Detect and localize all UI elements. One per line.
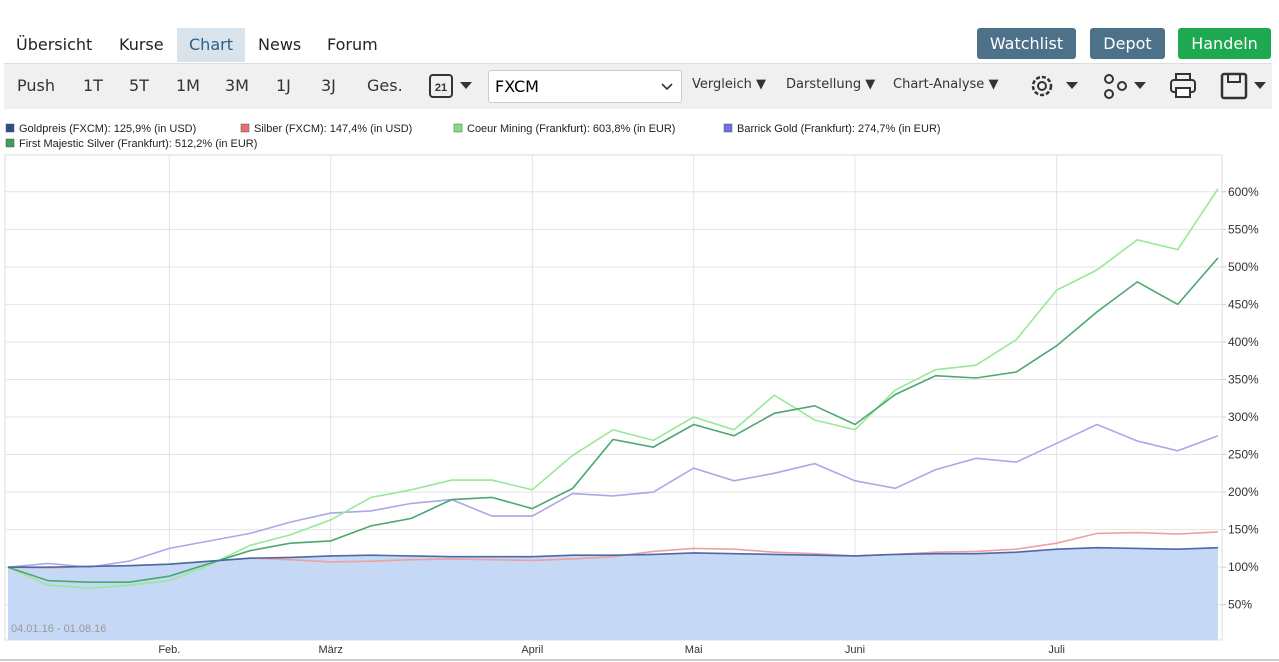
legend-label: Coeur Mining (Frankfurt): 603,8% (in EUR… xyxy=(467,123,675,135)
period[interactable]: Ges. xyxy=(367,76,403,95)
menu-label: Chart-Analyse xyxy=(893,77,985,92)
nav-tab[interactable]: Übersicht xyxy=(16,35,93,54)
y-tick-label: 250% xyxy=(1228,448,1259,462)
dropdown-arrow xyxy=(460,82,472,89)
y-tick-label: 550% xyxy=(1228,222,1259,236)
menu[interactable]: Vergleich ▼ xyxy=(692,77,766,92)
share-button[interactable] xyxy=(1104,74,1146,99)
line xyxy=(7,423,1219,569)
y-tick-label: 100% xyxy=(1228,560,1259,574)
x-tick-label: April xyxy=(521,644,543,656)
date-range: 04.01.16 - 01.08.16 xyxy=(11,623,106,635)
y-tick-label: 50% xyxy=(1228,598,1252,612)
y-tick-label: 150% xyxy=(1228,523,1259,537)
period[interactable]: 1J xyxy=(276,76,291,95)
x-tick-label: März xyxy=(318,644,342,656)
trade-button[interactable]: Handeln xyxy=(1178,28,1271,59)
source-value: FXCM xyxy=(495,77,539,96)
source-select[interactable]: FXCM xyxy=(488,70,682,103)
x-tick-label: Mai xyxy=(685,644,703,656)
period[interactable]: 3J xyxy=(321,76,336,95)
print-button[interactable] xyxy=(1170,73,1196,98)
x-tick-label: Juni xyxy=(845,644,865,656)
legend-label: Barrick Gold (Frankfurt): 274,7% (in EUR… xyxy=(737,123,941,135)
y-tick-label: 600% xyxy=(1228,185,1259,199)
legend-swatch xyxy=(723,123,733,133)
nav-tab[interactable]: Chart xyxy=(177,28,245,62)
period[interactable]: 1T xyxy=(83,76,103,95)
nav-tab[interactable]: Forum xyxy=(327,35,378,54)
y-tick-label: 350% xyxy=(1228,372,1259,386)
settings-button[interactable] xyxy=(1031,75,1078,97)
period[interactable]: 1M xyxy=(176,76,200,95)
y-tick-label: 200% xyxy=(1228,485,1259,499)
calendar-day: 21 xyxy=(435,82,447,94)
menu[interactable]: Darstellung ▼ xyxy=(786,77,876,92)
y-tick-label: 500% xyxy=(1228,260,1259,274)
period[interactable]: Push xyxy=(17,76,55,95)
period[interactable]: 3M xyxy=(225,76,249,95)
watchlist-button[interactable]: Watchlist xyxy=(977,28,1076,59)
menu-label: Darstellung xyxy=(786,77,862,92)
save-button[interactable] xyxy=(1220,72,1266,100)
tool-icons xyxy=(1031,72,1266,100)
menu[interactable]: Chart-Analyse ▼ xyxy=(893,77,999,92)
x-tick-label: Feb. xyxy=(158,644,180,656)
menu-label: Vergleich xyxy=(692,77,752,92)
legend-swatch xyxy=(5,138,15,148)
nav-tab[interactable]: Kurse xyxy=(119,35,164,54)
legend-label: Silber (FXCM): 147,4% (in USD) xyxy=(254,123,412,135)
y-tick-label: 300% xyxy=(1228,410,1259,424)
calendar-button[interactable]: 21 xyxy=(428,72,478,102)
select-arrow xyxy=(661,83,673,91)
area xyxy=(8,547,1218,640)
y-tick-label: 450% xyxy=(1228,297,1259,311)
legend-label: Goldpreis (FXCM): 125,9% (in USD) xyxy=(19,123,196,135)
nav-tab[interactable]: News xyxy=(258,35,302,54)
depot-button[interactable]: Depot xyxy=(1090,28,1165,59)
line xyxy=(7,257,1219,583)
legend-swatch xyxy=(240,123,250,133)
y-tick-label: 400% xyxy=(1228,335,1259,349)
line xyxy=(8,546,1219,568)
period[interactable]: 5T xyxy=(129,76,149,95)
line xyxy=(7,188,1219,590)
x-tick-label: Juli xyxy=(1048,644,1065,656)
calendar-icon xyxy=(429,74,453,98)
toolbar: Push 1T 5T 1M 3M 1J 3J Ges. 21 FXCM Verg… xyxy=(4,63,1272,109)
legend-label: First Majestic Silver (Frankfurt): 512,2… xyxy=(19,138,257,150)
chart: Goldpreis (FXCM): 125,9% (in USD) Silber … xyxy=(0,123,1279,661)
legend-swatch xyxy=(453,123,463,133)
legend-swatch xyxy=(5,123,15,133)
